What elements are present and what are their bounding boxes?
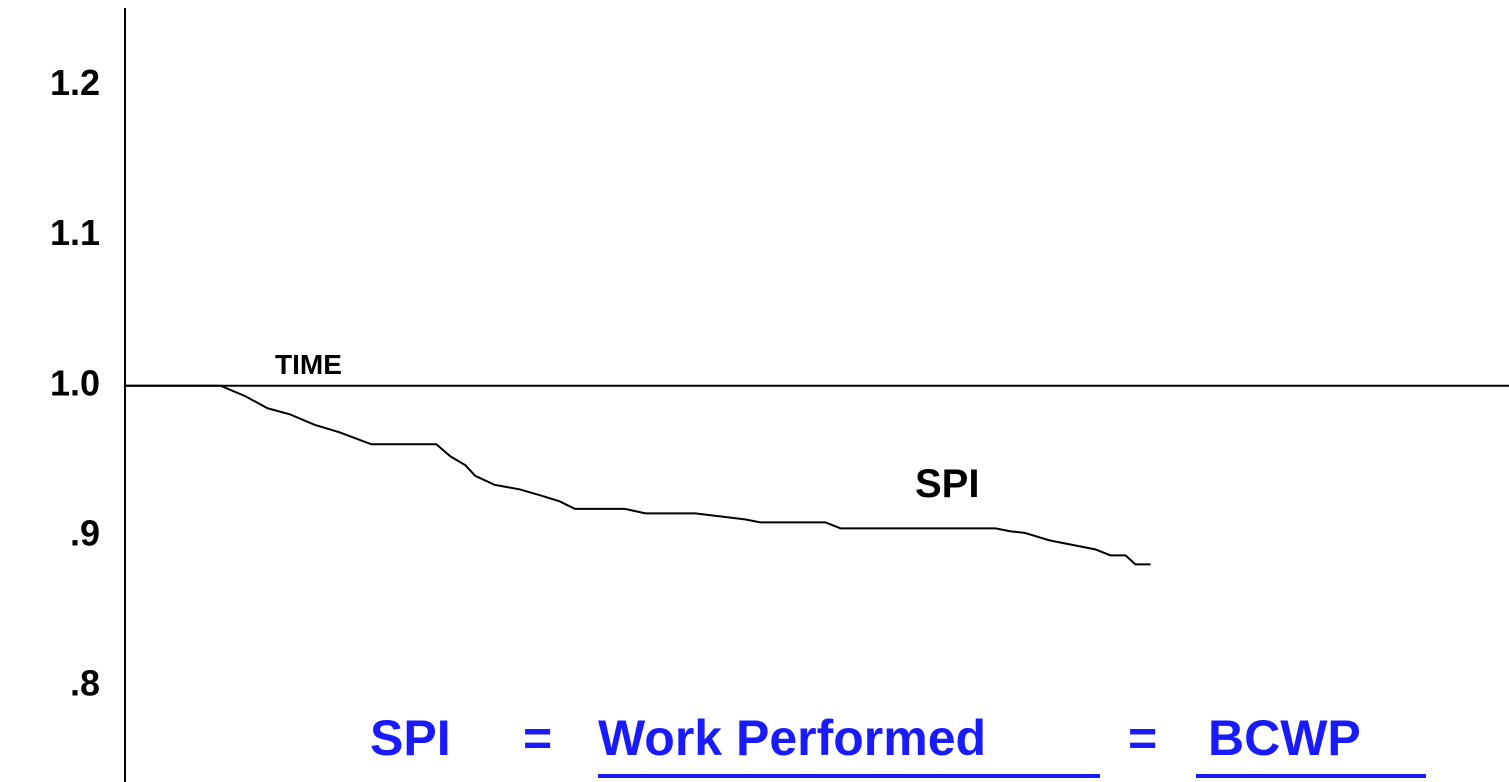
formula-part: BCWP (1208, 710, 1361, 766)
formula-part: = (1128, 710, 1157, 766)
y-tick-label: 1.0 (50, 362, 100, 403)
series-annotation: SPI (915, 462, 979, 506)
y-tick-label: 1.1 (50, 212, 100, 253)
formula-part: = (523, 710, 552, 766)
series-line (125, 384, 1151, 566)
x-axis-label: TIME (275, 349, 342, 380)
formula-part: SPI (370, 710, 451, 766)
y-tick-label: .8 (70, 662, 100, 703)
formula-part: Work Performed (598, 710, 986, 766)
y-tick-label: .9 (70, 512, 100, 553)
y-tick-label: 1.2 (50, 62, 100, 103)
